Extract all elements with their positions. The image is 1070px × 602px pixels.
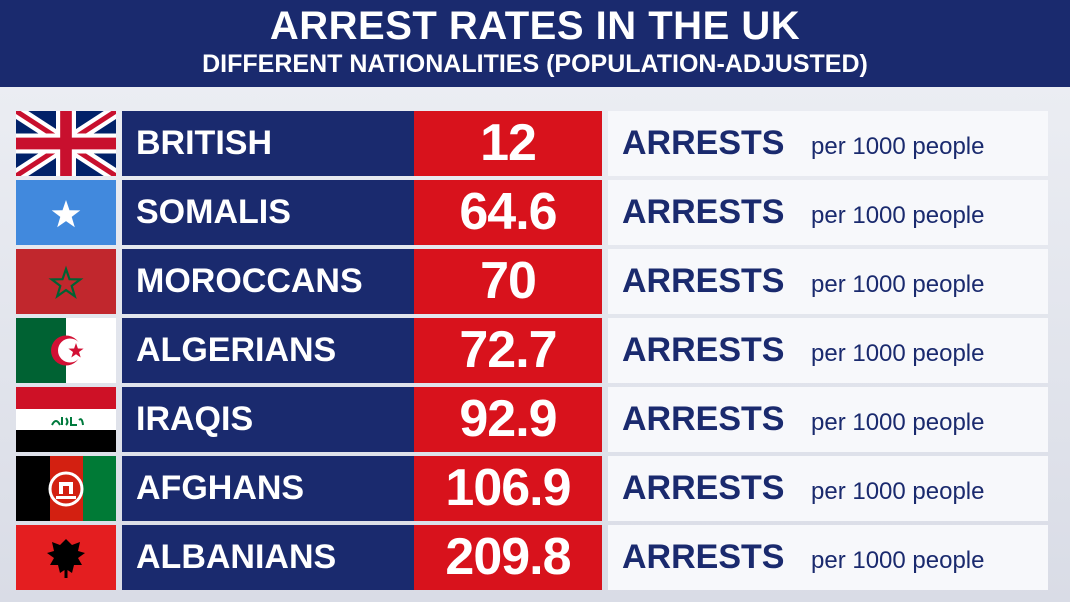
albania-flag-icon <box>16 525 116 590</box>
unit-main-label: ARRESTS <box>622 193 785 231</box>
unit-sub-label: per 1000 people <box>811 133 985 160</box>
header-banner: ARREST RATES IN THE UK DIFFERENT NATIONA… <box>0 0 1070 87</box>
unit-cell: ARRESTS per 1000 people <box>608 249 1048 314</box>
value-label: 209.8 <box>445 528 571 586</box>
nationality-cell: AFGHANS <box>122 456 414 521</box>
unit-sub-label: per 1000 people <box>811 271 985 298</box>
morocco-flag-icon <box>16 249 116 314</box>
iraq-flag-icon <box>16 387 116 452</box>
unit-sub-label: per 1000 people <box>811 547 985 574</box>
value-cell: 64.6 <box>414 180 602 245</box>
value-cell: 92.9 <box>414 387 602 452</box>
value-cell: 12 <box>414 111 602 176</box>
unit-cell: ARRESTS per 1000 people <box>608 387 1048 452</box>
unit-sub-label: per 1000 people <box>811 409 985 436</box>
nationality-label: MOROCCANS <box>136 262 363 300</box>
afghanistan-flag-icon <box>16 456 116 521</box>
unit-cell: ARRESTS per 1000 people <box>608 525 1048 590</box>
unit-main-label: ARRESTS <box>622 331 785 369</box>
nationality-label: IRAQIS <box>136 400 254 438</box>
value-label: 12 <box>480 114 537 172</box>
nationality-cell: IRAQIS <box>122 387 414 452</box>
nationality-label: SOMALIS <box>136 193 291 231</box>
unit-cell: ARRESTS per 1000 people <box>608 111 1048 176</box>
unit-sub-label: per 1000 people <box>811 478 985 505</box>
unit-main-label: ARRESTS <box>622 400 785 438</box>
nationality-cell: MOROCCANS <box>122 249 414 314</box>
unit-main-label: ARRESTS <box>622 538 785 576</box>
nationality-label: ALGERIANS <box>136 331 337 369</box>
value-label: 106.9 <box>445 459 571 517</box>
value-label: 64.6 <box>459 183 557 241</box>
nationality-label: BRITISH <box>136 124 272 162</box>
table-row: ALGERIANS 72.7 ARRESTS per 1000 people <box>16 318 1048 383</box>
value-cell: 106.9 <box>414 456 602 521</box>
unit-sub-label: per 1000 people <box>811 202 985 229</box>
page-subtitle: DIFFERENT NATIONALITIES (POPULATION-ADJU… <box>202 50 868 78</box>
uk-flag-icon <box>16 111 116 176</box>
value-cell: 72.7 <box>414 318 602 383</box>
nationality-cell: ALGERIANS <box>122 318 414 383</box>
value-label: 92.9 <box>459 390 557 448</box>
table-row: AFGHANS 106.9 ARRESTS per 1000 people <box>16 456 1048 521</box>
table-row: BRITISH 12 ARRESTS per 1000 people <box>16 111 1048 176</box>
value-cell: 209.8 <box>414 525 602 590</box>
table-row: ALBANIANS 209.8 ARRESTS per 1000 people <box>16 525 1048 590</box>
nationality-label: AFGHANS <box>136 469 305 507</box>
algeria-flag-icon <box>16 318 116 383</box>
nationality-cell: BRITISH <box>122 111 414 176</box>
unit-sub-label: per 1000 people <box>811 340 985 367</box>
value-cell: 70 <box>414 249 602 314</box>
page-title: ARREST RATES IN THE UK <box>269 4 801 48</box>
nationality-cell: SOMALIS <box>122 180 414 245</box>
value-label: 72.7 <box>459 321 557 379</box>
nationality-cell: ALBANIANS <box>122 525 414 590</box>
table-row: MOROCCANS 70 ARRESTS per 1000 people <box>16 249 1048 314</box>
unit-cell: ARRESTS per 1000 people <box>608 318 1048 383</box>
table-row: IRAQIS 92.9 ARRESTS per 1000 people <box>16 387 1048 452</box>
unit-main-label: ARRESTS <box>622 262 785 300</box>
unit-main-label: ARRESTS <box>622 469 785 507</box>
somalia-flag-icon <box>16 180 116 245</box>
value-label: 70 <box>480 252 537 310</box>
table-row: SOMALIS 64.6 ARRESTS per 1000 people <box>16 180 1048 245</box>
unit-main-label: ARRESTS <box>622 124 785 162</box>
unit-cell: ARRESTS per 1000 people <box>608 180 1048 245</box>
unit-cell: ARRESTS per 1000 people <box>608 456 1048 521</box>
nationality-label: ALBANIANS <box>136 538 337 576</box>
